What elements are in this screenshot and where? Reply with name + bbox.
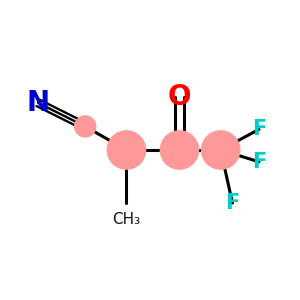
Text: N: N (26, 89, 50, 117)
Circle shape (202, 131, 240, 169)
Text: CH₃: CH₃ (112, 212, 140, 227)
Circle shape (75, 116, 96, 137)
Text: F: F (225, 193, 240, 213)
Circle shape (107, 131, 146, 169)
Text: F: F (252, 119, 266, 140)
Text: F: F (252, 152, 266, 172)
Circle shape (160, 131, 199, 169)
Text: O: O (168, 83, 191, 111)
